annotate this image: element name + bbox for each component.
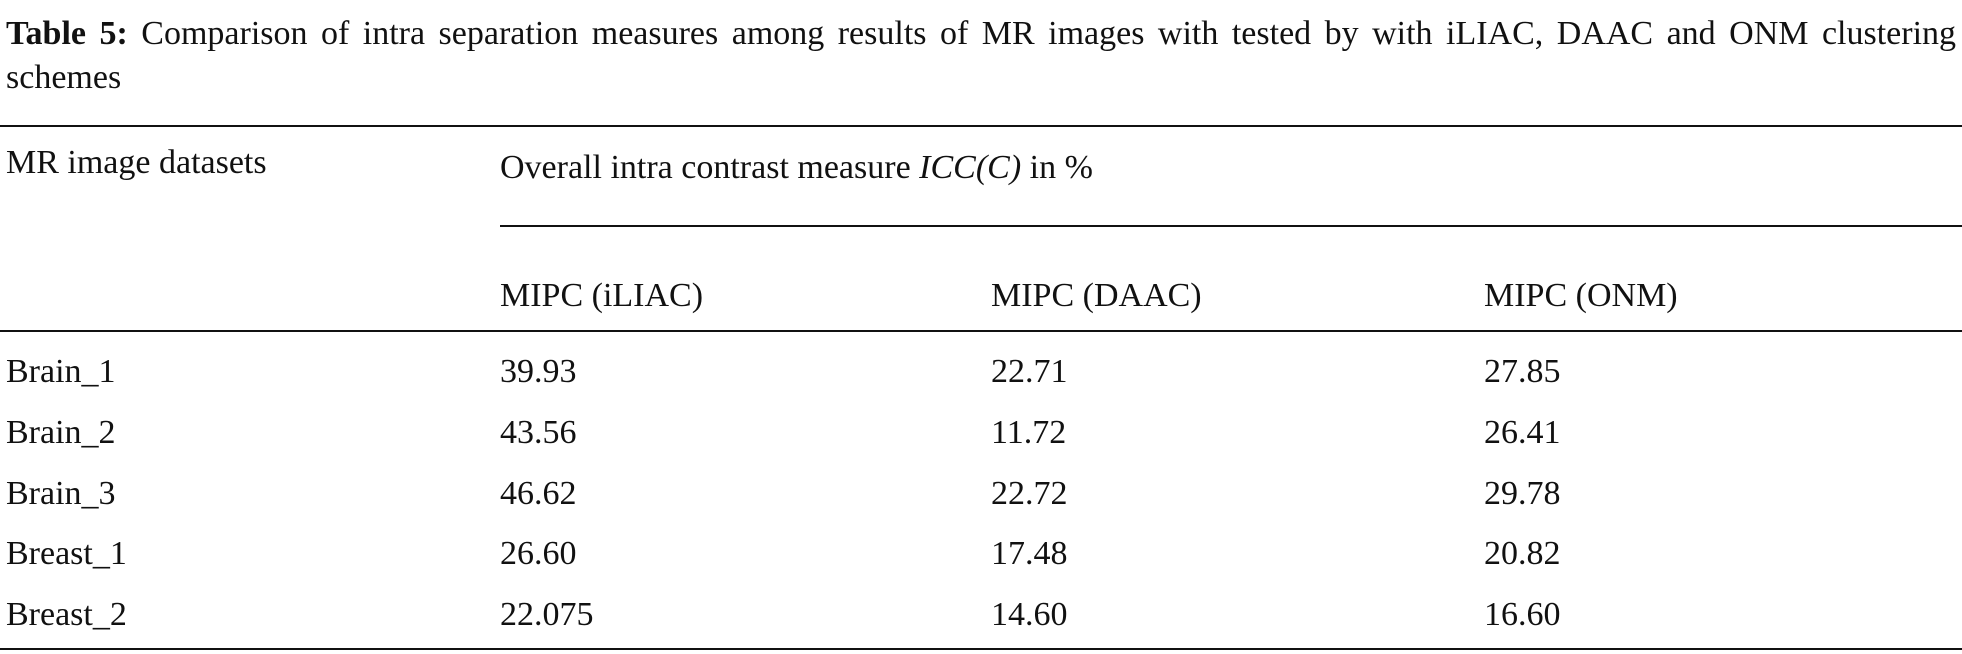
table-cell: 11.72 [991, 414, 1067, 451]
header-cell: MR image datasets [6, 144, 267, 181]
table-cell: 20.82 [1484, 535, 1561, 572]
table-cell: 26.60 [500, 535, 577, 572]
header-text: Overall intra contrast measure [500, 149, 911, 186]
table-caption: Table 5: Comparison of intra separation … [6, 12, 1956, 100]
table-cell: 17.48 [991, 535, 1068, 572]
bottom-rule [0, 648, 1962, 650]
table-cell: 14.60 [991, 596, 1068, 633]
row-label: Breast_2 [6, 596, 127, 633]
top-rule [0, 125, 1962, 127]
header-rule [0, 330, 1962, 332]
group-rule [500, 225, 1962, 227]
header-text: in % [1029, 149, 1093, 186]
table-cell: 22.075 [500, 596, 594, 633]
table-cell: 39.93 [500, 353, 577, 390]
table-cell: 46.62 [500, 475, 577, 512]
table-cell: 29.78 [1484, 475, 1561, 512]
table-cell: 27.85 [1484, 353, 1561, 390]
group-header: Overall intra contrast measure ICC(C) in… [500, 148, 1093, 188]
caption-label: Table 5: [6, 15, 128, 52]
table-cell: 16.60 [1484, 596, 1561, 633]
row-label: Brain_1 [6, 353, 116, 390]
table-cell: 26.41 [1484, 414, 1561, 451]
caption-text: Comparison of intra separation measures … [6, 15, 1957, 96]
header-formula: ICC(C) [919, 149, 1022, 186]
column-header: MIPC (iLIAC) [500, 277, 704, 314]
table-cell: 22.72 [991, 475, 1068, 512]
table-cell: 22.71 [991, 353, 1068, 390]
column-header: MIPC (ONM) [1484, 277, 1678, 314]
table-cell: 43.56 [500, 414, 577, 451]
column-header: MIPC (DAAC) [991, 277, 1202, 314]
row-label: Breast_1 [6, 535, 127, 572]
row-label: Brain_2 [6, 414, 116, 451]
row-label: Brain_3 [6, 475, 116, 512]
